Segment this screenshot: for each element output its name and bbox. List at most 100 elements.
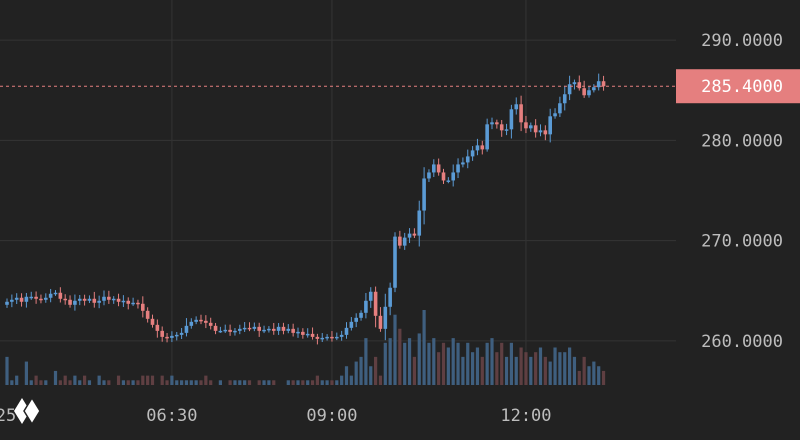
candle-body bbox=[189, 321, 194, 326]
candle-body bbox=[344, 327, 349, 335]
time-axis[interactable]: 25 06:30 09:00 12:00 bbox=[0, 406, 552, 426]
candle bbox=[519, 95, 523, 132]
volume-bar bbox=[10, 380, 14, 385]
candle bbox=[174, 331, 179, 341]
candle-body bbox=[63, 298, 67, 301]
candle-body bbox=[461, 162, 465, 165]
candle-body bbox=[276, 326, 281, 331]
candle bbox=[48, 288, 53, 303]
candle bbox=[592, 84, 596, 93]
candle bbox=[320, 333, 325, 342]
candle-body bbox=[402, 237, 407, 246]
volume-bar bbox=[194, 380, 198, 385]
candle-body bbox=[393, 236, 397, 288]
candle bbox=[116, 293, 121, 307]
candle-body bbox=[5, 301, 9, 305]
candle bbox=[58, 287, 63, 303]
candle bbox=[485, 118, 489, 152]
candle bbox=[276, 323, 281, 335]
volume-bar bbox=[136, 380, 140, 385]
price-tick-label: 290.0000 bbox=[701, 31, 783, 51]
candle-body bbox=[485, 124, 489, 150]
volume-bar bbox=[378, 375, 383, 385]
volume-bar bbox=[160, 375, 164, 385]
candle-body bbox=[160, 330, 164, 337]
candle bbox=[456, 158, 460, 179]
candle-body bbox=[436, 164, 441, 173]
candle-body bbox=[208, 322, 213, 326]
candle-body bbox=[116, 298, 121, 302]
candle-body bbox=[194, 319, 198, 322]
candle-body bbox=[44, 297, 48, 300]
candle bbox=[422, 167, 426, 225]
candle bbox=[228, 324, 232, 336]
volume-bar bbox=[427, 342, 431, 385]
candle bbox=[111, 296, 116, 304]
volume-bar bbox=[228, 380, 232, 385]
candle-body bbox=[383, 306, 388, 329]
volume-bar bbox=[466, 342, 470, 385]
volume-bar bbox=[296, 380, 300, 385]
candle-body bbox=[267, 328, 271, 331]
candle bbox=[131, 297, 135, 306]
candle-body bbox=[257, 326, 261, 331]
candle bbox=[223, 324, 228, 333]
candle bbox=[364, 293, 368, 319]
candle-body bbox=[82, 298, 87, 301]
candle bbox=[141, 296, 145, 318]
candle bbox=[412, 228, 417, 238]
candle-body bbox=[310, 333, 315, 337]
candle bbox=[121, 295, 126, 307]
candle-body bbox=[10, 299, 14, 302]
candle-body bbox=[577, 82, 582, 89]
candle-body bbox=[519, 104, 523, 123]
candle bbox=[475, 138, 480, 156]
candle-body bbox=[601, 81, 606, 87]
candle-body bbox=[228, 329, 232, 332]
candle-body bbox=[480, 145, 485, 150]
candle bbox=[136, 299, 140, 309]
volume-bar bbox=[39, 380, 43, 385]
volume-bar bbox=[471, 352, 475, 385]
candle-body bbox=[238, 328, 242, 331]
candle-body bbox=[509, 109, 514, 130]
candle-body bbox=[271, 328, 276, 331]
candle bbox=[165, 333, 169, 343]
candle bbox=[107, 290, 111, 304]
candle bbox=[97, 295, 101, 309]
volume-bar bbox=[398, 328, 402, 385]
volume-bar bbox=[29, 380, 33, 385]
candle-body bbox=[24, 296, 29, 302]
price-axis[interactable]: 290.0000 280.0000 270.0000 260.0000 285.4000 bbox=[676, 31, 800, 352]
candle-body bbox=[335, 336, 339, 339]
volume-bar bbox=[407, 338, 412, 385]
candle-body bbox=[165, 336, 169, 339]
candle bbox=[286, 324, 291, 334]
candle-body bbox=[97, 300, 101, 303]
volume-bar bbox=[301, 380, 305, 385]
candle bbox=[29, 291, 34, 300]
volume-bar bbox=[165, 380, 169, 385]
candle-body bbox=[136, 302, 140, 305]
candle-body bbox=[562, 94, 567, 104]
candle-body bbox=[441, 172, 446, 181]
candle bbox=[5, 298, 9, 308]
volume-bar bbox=[480, 356, 484, 385]
volume-bar bbox=[78, 380, 82, 385]
time-tick-label: 06:30 bbox=[146, 406, 197, 426]
candle bbox=[10, 294, 14, 308]
candle-body bbox=[398, 236, 402, 246]
candle bbox=[504, 123, 509, 136]
candle bbox=[126, 297, 131, 310]
candle-body bbox=[320, 337, 325, 340]
candle bbox=[538, 124, 543, 137]
candle-body bbox=[305, 333, 310, 336]
time-tick-label: 25 bbox=[0, 406, 16, 426]
candle bbox=[19, 293, 24, 307]
candle bbox=[529, 122, 533, 132]
candle bbox=[490, 117, 494, 130]
candle bbox=[572, 79, 577, 90]
volume-bar bbox=[247, 380, 252, 385]
